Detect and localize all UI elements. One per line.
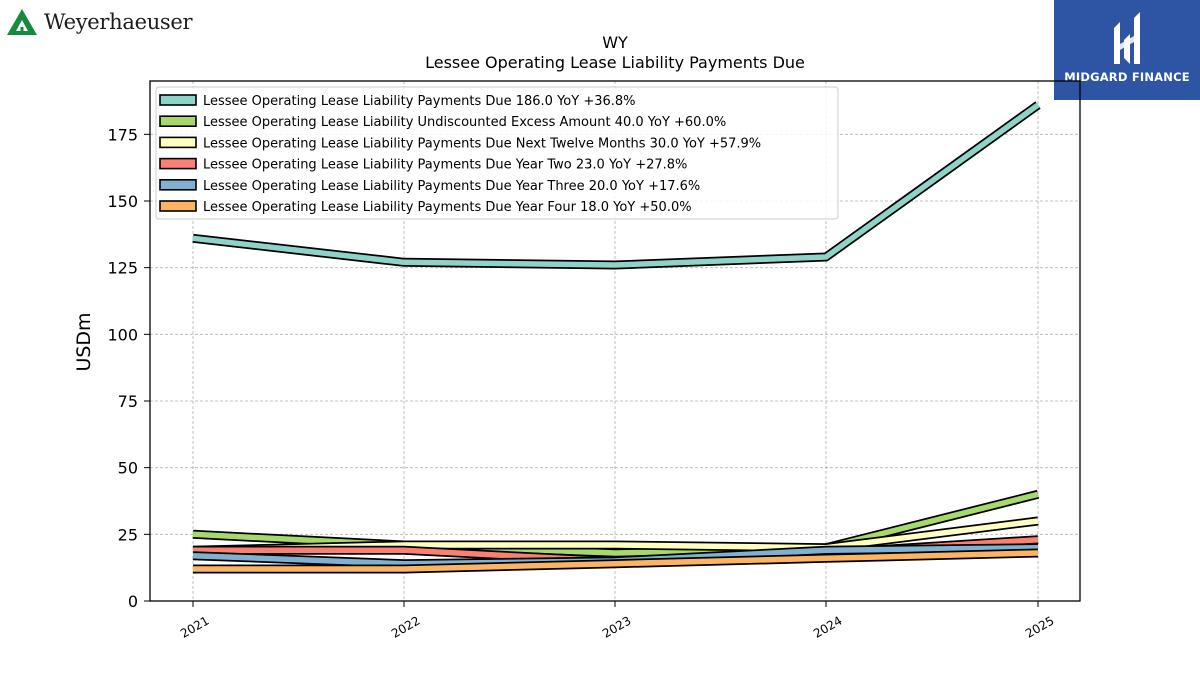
legend-label: Lessee Operating Lease Liability Payment… (203, 179, 700, 194)
legend-entry: Lessee Operating Lease Liability Undisco… (159, 115, 726, 130)
chart-title: WY (602, 33, 628, 52)
company-name: Weyerhaeuser (44, 10, 193, 34)
legend-swatch (159, 200, 197, 212)
legend-entry: Lessee Operating Lease Liability Payment… (159, 200, 692, 215)
midgard-logo-icon (1114, 12, 1140, 64)
y-tick-label: 100 (107, 325, 138, 344)
y-tick-label: 175 (107, 125, 138, 144)
legend-swatch (159, 136, 197, 149)
series-fill (193, 550, 1039, 572)
series-line-6 (193, 548, 1039, 574)
legend-label: Lessee Operating Lease Liability Payment… (203, 136, 761, 151)
company-logo: Weyerhaeuser (6, 6, 193, 38)
series-line-2 (192, 489, 1040, 558)
legend-entry: Lessee Operating Lease Liability Payment… (159, 179, 700, 194)
legend-swatch (159, 115, 197, 127)
legend-entry: Lessee Operating Lease Liability Payment… (159, 94, 636, 109)
series-fill (192, 102, 1040, 268)
legend-entry: Lessee Operating Lease Liability Payment… (159, 157, 687, 173)
brand-name: MIDGARD FINANCE (1064, 70, 1190, 84)
chart-subtitle: Lessee Operating Lease Liability Payment… (425, 53, 805, 72)
legend-swatch (159, 157, 197, 170)
y-tick-label: 150 (107, 192, 138, 211)
legend-box (155, 86, 839, 220)
x-tick-label: 2025 (1023, 613, 1056, 640)
legend-label: Lessee Operating Lease Liability Undisco… (203, 115, 726, 130)
series-fill (192, 491, 1039, 556)
x-tick-label: 2022 (389, 613, 422, 640)
y-tick-label: 25 (118, 525, 138, 544)
legend-label: Lessee Operating Lease Liability Payment… (203, 94, 636, 109)
legend-swatch (159, 179, 197, 191)
y-tick-label: 75 (118, 392, 138, 411)
weyerhaeuser-tree-icon (7, 9, 37, 35)
series-line-1 (192, 101, 1041, 270)
brand-logo: MIDGARD FINANCE (1054, 0, 1200, 100)
y-tick-label: 0 (128, 592, 138, 611)
x-tick-label: 2023 (600, 613, 633, 640)
legend-swatch (159, 94, 197, 106)
y-axis-label: USDm (73, 312, 95, 371)
legend-entry: Lessee Operating Lease Liability Payment… (159, 136, 761, 151)
x-tick-label: 2024 (811, 613, 844, 640)
x-tick-label: 2021 (178, 613, 211, 640)
legend-label: Lessee Operating Lease Liability Payment… (203, 200, 692, 215)
legend-label: Lessee Operating Lease Liability Payment… (203, 158, 687, 173)
y-tick-label: 125 (107, 259, 138, 278)
y-tick-label: 50 (118, 459, 138, 478)
